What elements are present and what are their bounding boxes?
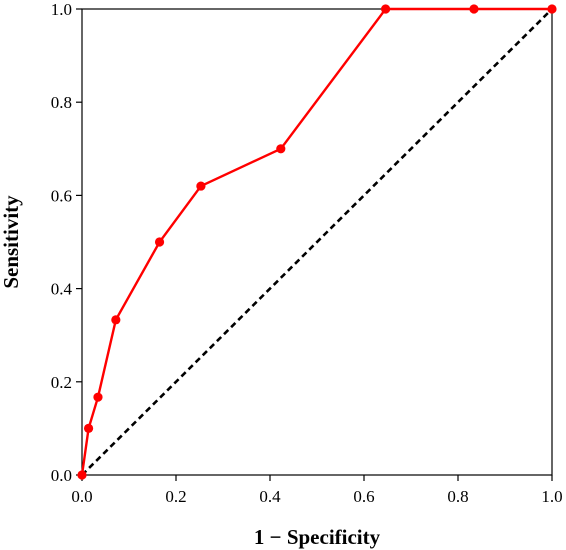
y-tick-label: 0.8 [51, 93, 72, 112]
x-axis-title: 1 − Specificity [254, 525, 381, 549]
reference-diagonal-line [81, 8, 553, 476]
roc-data-point [93, 392, 103, 402]
x-tick-label: 1.0 [541, 487, 562, 506]
roc-data-point [469, 4, 479, 14]
roc-data-point [77, 470, 87, 480]
roc-data-point [276, 144, 286, 154]
roc-data-point [111, 315, 121, 325]
x-tick-label: 0.4 [259, 487, 281, 506]
x-tick-label: 0.6 [353, 487, 374, 506]
roc-data-point [196, 181, 206, 191]
axes: 0.0 0.2 0.4 0.6 0.8 1.0 0.0 0.2 0.4 0.6 0.8 1.0 [51, 0, 563, 506]
y-tick-label: 1.0 [51, 0, 72, 19]
x-tick-label: 0.2 [165, 487, 186, 506]
plot-frame [81, 8, 553, 476]
y-axis-title: Sensitivity [0, 195, 23, 289]
roc-data-point [547, 4, 557, 14]
roc-curve-line [80, 7, 552, 476]
y-tick-label: 0.2 [51, 373, 72, 392]
roc-data-point [83, 423, 94, 433]
y-tick-label: 0.4 [51, 280, 73, 299]
x-tick-label: 0.0 [71, 487, 92, 506]
roc-data-point [154, 237, 165, 247]
y-tick-label: 0.6 [51, 186, 72, 205]
x-tick-label: 0.8 [447, 487, 468, 506]
roc-data-point [381, 4, 391, 14]
y-tick-label: 0.0 [51, 466, 72, 485]
plot-series [77, 4, 557, 480]
